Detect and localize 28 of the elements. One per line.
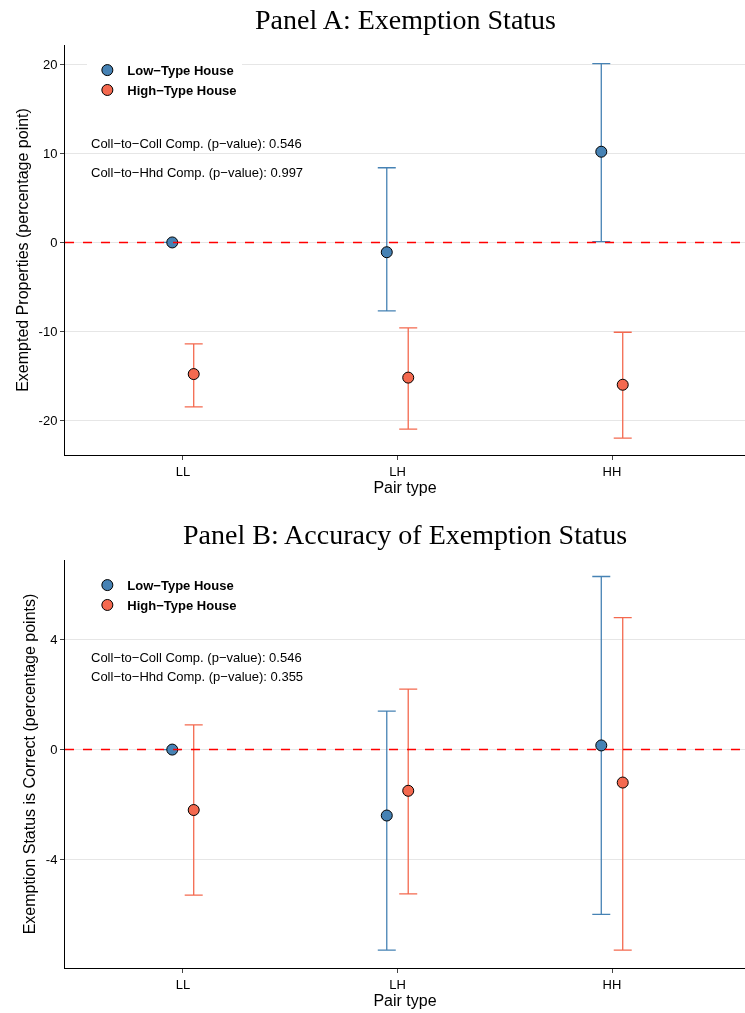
y-tick-label: -20	[38, 412, 58, 428]
x-tick-label: LH	[389, 463, 406, 479]
annotation: Coll−to−Hhd Comp. (p−value): 0.997	[91, 165, 304, 180]
y-tick-label: 0	[50, 742, 58, 758]
legend-label: High−Type House	[127, 83, 237, 99]
x-tick-label: LL	[175, 976, 191, 992]
x-tick-label: HH	[602, 463, 622, 479]
x-axis-title: Pair type	[373, 478, 437, 496]
annotation: Coll−to−Hhd Comp. (p−value): 0.355	[91, 669, 304, 684]
legend-label: Low−Type House	[127, 63, 234, 79]
annotation: Coll−to−Coll Comp. (p−value): 0.546	[91, 650, 302, 665]
legend-label: Low−Type House	[127, 578, 234, 594]
chart-title: Panel A: Exemption Status	[255, 4, 556, 35]
annotation: Coll−to−Coll Comp. (p−value): 0.546	[91, 136, 302, 151]
x-tick-label: HH	[602, 976, 622, 992]
y-tick-label: 4	[50, 632, 58, 648]
y-tick-label: 0	[50, 234, 58, 250]
y-tick-label: 10	[42, 146, 58, 162]
x-axis-title: Pair type	[373, 991, 437, 1009]
x-tick-label: LH	[389, 976, 406, 992]
y-tick-label: 20	[42, 57, 58, 73]
chart-title: Panel B: Accuracy of Exemption Status	[183, 519, 628, 550]
legend-label: High−Type House	[127, 598, 237, 614]
x-tick-label: LL	[175, 463, 191, 479]
y-axis-title: Exempted Properties (percentage point)	[13, 108, 31, 392]
y-tick-label: -4	[45, 852, 58, 868]
y-tick-label: -10	[38, 323, 58, 339]
y-axis-title: Exemption Status is Correct (percentage points)	[20, 593, 38, 935]
